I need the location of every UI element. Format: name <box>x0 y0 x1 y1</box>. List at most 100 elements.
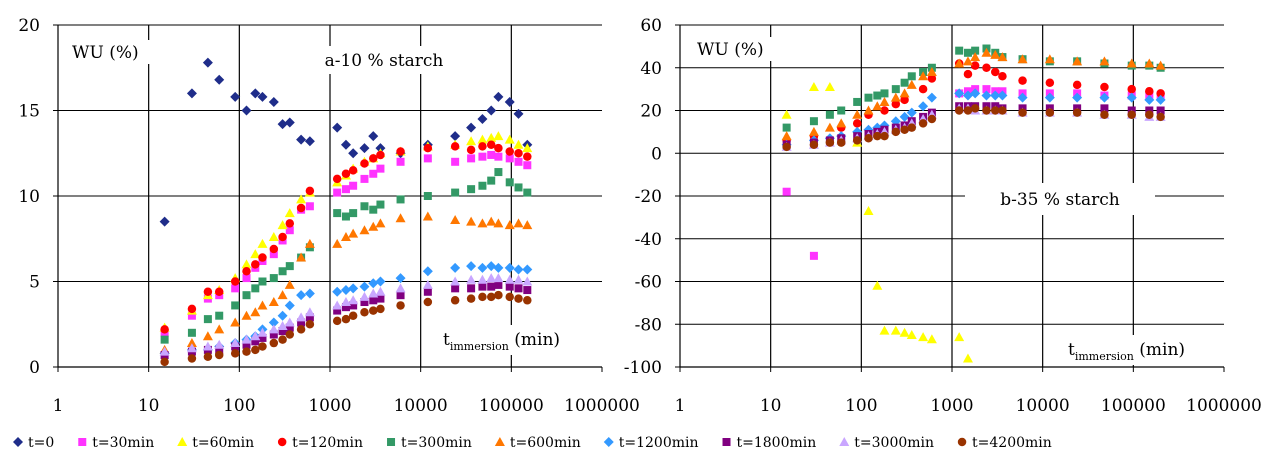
data-point <box>450 131 461 142</box>
data-point <box>230 277 240 286</box>
data-point <box>1145 106 1154 115</box>
x-tick-label: 1000000 <box>1186 396 1262 416</box>
data-point <box>268 96 279 107</box>
data-point <box>203 287 213 297</box>
data-point <box>505 147 514 156</box>
data-point <box>231 284 240 293</box>
data-point <box>962 90 973 101</box>
data-point <box>873 91 882 100</box>
data-point <box>368 131 379 142</box>
data-point <box>423 143 433 153</box>
data-point <box>926 67 937 77</box>
data-point <box>863 105 874 115</box>
y-tick-label: -80 <box>635 315 662 335</box>
data-point <box>466 136 477 146</box>
data-point <box>333 306 342 315</box>
data-point <box>202 341 213 351</box>
data-point <box>879 325 890 335</box>
data-point <box>1100 82 1109 92</box>
data-point <box>493 91 504 102</box>
data-point <box>781 131 792 141</box>
data-point <box>891 127 901 137</box>
data-point <box>466 122 477 133</box>
legend-label: t=300min <box>401 435 472 451</box>
data-point <box>970 61 980 70</box>
data-point <box>296 312 307 322</box>
data-point <box>258 277 267 286</box>
x-tick-label: 1000000 <box>564 396 640 416</box>
x-tick-label: 1000 <box>930 396 973 416</box>
data-point <box>348 311 358 320</box>
legend: t=0 t=30min t=60min t=120min t=300min t=600mi… <box>13 435 1052 451</box>
data-point <box>396 157 405 166</box>
series-t=60min <box>781 81 973 363</box>
ylabel-bg <box>70 40 150 64</box>
data-point <box>808 126 819 136</box>
series-t=0 <box>159 57 533 227</box>
legend-marker <box>78 438 87 446</box>
data-point <box>1072 80 1082 90</box>
data-point <box>278 267 287 276</box>
data-point <box>981 47 992 57</box>
data-point <box>250 88 261 99</box>
data-point <box>332 238 343 248</box>
data-point <box>268 232 279 242</box>
x-axis-label: timmersion (min) <box>443 330 560 353</box>
data-point <box>493 262 504 273</box>
data-point <box>359 225 370 235</box>
data-point <box>927 74 937 83</box>
data-point <box>1100 110 1109 120</box>
data-point <box>918 84 928 94</box>
data-point <box>954 88 965 99</box>
data-point <box>513 108 524 119</box>
data-point <box>284 317 295 327</box>
data-point <box>514 183 523 192</box>
data-point <box>241 105 252 116</box>
legend-label: t=600min <box>510 435 581 451</box>
x-tick-label: 10 <box>760 396 782 416</box>
data-point <box>360 174 369 183</box>
data-point <box>375 218 386 228</box>
data-point <box>422 279 433 289</box>
data-point <box>369 296 378 305</box>
data-point <box>284 208 295 218</box>
data-point <box>864 134 873 143</box>
data-point <box>396 301 405 310</box>
data-point <box>450 262 461 273</box>
data-point <box>981 90 992 101</box>
data-point <box>954 332 965 342</box>
data-point <box>900 125 909 134</box>
data-point <box>258 253 267 262</box>
legend-item: t=60min <box>177 435 254 451</box>
data-point <box>268 324 279 334</box>
data-point <box>900 95 909 105</box>
data-point <box>890 92 901 102</box>
data-point <box>395 283 406 293</box>
data-point <box>423 287 432 296</box>
data-point <box>872 280 883 290</box>
data-point <box>332 174 342 184</box>
x-tick-label: 1 <box>675 396 686 416</box>
data-point <box>809 251 818 260</box>
data-point <box>187 304 197 314</box>
legend-marker <box>177 437 188 446</box>
legend-marker <box>387 438 396 446</box>
data-point <box>825 110 834 119</box>
data-point <box>522 276 533 286</box>
data-point <box>258 342 267 351</box>
legend-item: t=1800min <box>722 435 816 451</box>
data-point <box>478 282 487 291</box>
data-point <box>187 311 196 320</box>
data-point <box>478 142 487 151</box>
legend-item: t=30min <box>78 435 154 451</box>
data-point <box>296 325 306 334</box>
data-point <box>477 114 488 125</box>
data-point <box>836 118 847 128</box>
data-point <box>451 188 460 197</box>
data-point <box>214 74 225 85</box>
legend-item: t=600min <box>494 435 581 451</box>
chart-panel-a: 0 5 10 15 20 1 10 100 1000 10000 100000 1000000 WU (… <box>18 16 640 416</box>
data-point <box>278 327 287 336</box>
data-point <box>990 49 1001 59</box>
data-point <box>160 357 169 367</box>
